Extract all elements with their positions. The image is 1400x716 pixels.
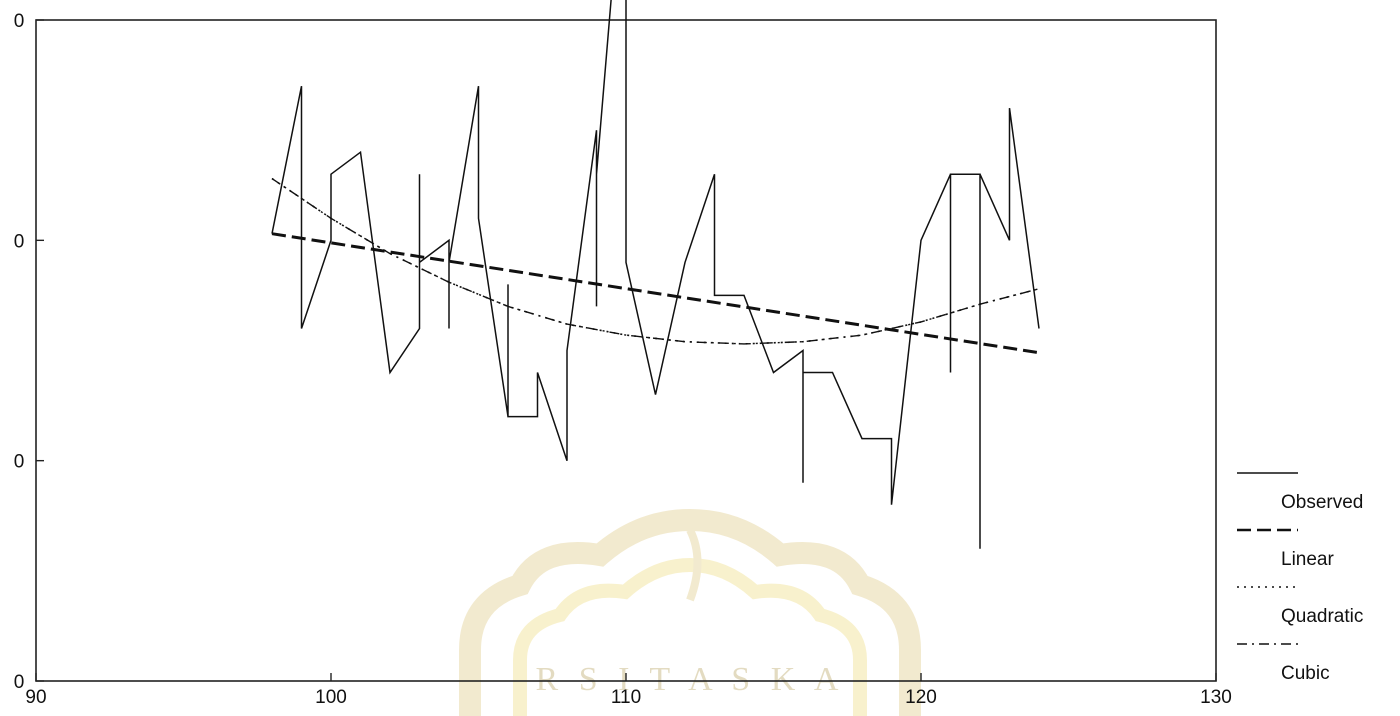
data-point-observed — [684, 262, 685, 263]
data-point-cubic — [448, 282, 449, 283]
data-point-cubic — [271, 178, 272, 179]
data-point-observed — [625, 262, 626, 263]
data-point-cubic — [920, 321, 921, 322]
data-point-cubic — [802, 341, 803, 342]
data-point-cubic — [625, 334, 626, 335]
data-point-observed — [832, 372, 833, 373]
data-point-observed — [507, 284, 508, 285]
data-point-cubic — [1038, 288, 1039, 289]
series-line-observed — [271, 0, 1040, 549]
series-line-quadratic — [271, 177, 1040, 345]
data-point-observed — [861, 438, 862, 439]
data-point-observed — [596, 174, 597, 175]
data-point-cubic — [389, 253, 390, 254]
x-tick-label: 110 — [611, 687, 641, 708]
data-point-observed — [979, 548, 980, 549]
data-point-observed — [714, 174, 715, 175]
x-axis: 90 100 110 120 130 — [25, 673, 1232, 708]
data-point-observed — [478, 218, 479, 219]
y-tick-label: 0 — [14, 452, 25, 473]
data-point-cubic — [566, 323, 567, 324]
x-tick-label: 100 — [315, 687, 347, 708]
data-point-observed — [537, 372, 538, 373]
x-tick-label: 120 — [905, 687, 937, 708]
data-point-observed — [773, 372, 774, 373]
data-point-observed — [537, 416, 538, 417]
data-point-cubic — [861, 334, 862, 335]
data-point-observed — [301, 86, 302, 87]
y-axis: 0 0 0 0 — [14, 11, 44, 693]
y-tick-label: 0 — [14, 672, 25, 693]
data-point-observed — [596, 130, 597, 131]
data-point-observed — [891, 438, 892, 439]
legend: Observed Linear Quadratic Cubic — [1237, 472, 1363, 684]
y-tick-label: 0 — [14, 11, 25, 32]
data-point-observed — [1009, 108, 1010, 109]
data-point-observed — [1009, 240, 1010, 241]
legend-label-quadratic: Quadratic — [1281, 606, 1363, 627]
data-point-observed — [802, 350, 803, 351]
data-point-observed — [448, 240, 449, 241]
data-point-observed — [478, 86, 479, 87]
data-point-observed — [950, 372, 951, 373]
data-point-linear — [271, 233, 272, 234]
data-point-cubic — [507, 306, 508, 307]
data-point-observed — [714, 295, 715, 296]
series-layer — [271, 0, 1040, 549]
data-point-observed — [448, 262, 449, 263]
data-point-observed — [360, 152, 361, 153]
data-point-observed — [979, 174, 980, 175]
data-point-observed — [802, 372, 803, 373]
data-point-cubic — [684, 341, 685, 342]
data-point-observed — [448, 328, 449, 329]
university-seal-watermark: R S I T A S K A — [459, 508, 921, 716]
data-point-observed — [507, 416, 508, 417]
data-point-cubic — [979, 304, 980, 305]
data-point-observed — [330, 240, 331, 241]
watermark-text: R S I T A S K A — [536, 661, 845, 698]
data-point-observed — [419, 262, 420, 263]
data-point-observed — [891, 504, 892, 505]
data-point-observed — [419, 174, 420, 175]
data-point-observed — [655, 394, 656, 395]
data-point-observed — [802, 482, 803, 483]
series-line-cubic — [271, 178, 1040, 345]
legend-label-cubic: Cubic — [1281, 663, 1330, 684]
data-point-observed — [566, 460, 567, 461]
data-point-cubic — [743, 343, 744, 344]
data-point-observed — [920, 240, 921, 241]
data-point-observed — [330, 174, 331, 175]
data-point-observed — [389, 372, 390, 373]
x-tick-label: 130 — [1200, 687, 1232, 708]
x-tick-label: 90 — [25, 687, 46, 708]
data-point-observed — [1038, 328, 1039, 329]
y-tick-label: 0 — [14, 231, 25, 252]
data-point-observed — [566, 350, 567, 351]
data-point-observed — [301, 328, 302, 329]
series-line-linear — [271, 232, 1040, 355]
data-point-linear — [1038, 352, 1039, 353]
data-point-cubic — [330, 218, 331, 219]
data-point-observed — [596, 306, 597, 307]
data-point-observed — [419, 328, 420, 329]
legend-label-observed: Observed — [1281, 492, 1363, 513]
data-point-observed — [743, 295, 744, 296]
data-point-observed — [950, 174, 951, 175]
legend-label-linear: Linear — [1281, 549, 1334, 570]
